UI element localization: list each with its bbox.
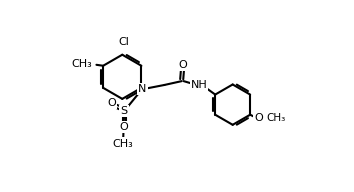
Text: N: N: [138, 84, 147, 94]
Text: Cl: Cl: [119, 37, 130, 47]
Text: CH₃: CH₃: [113, 138, 133, 149]
Text: O: O: [255, 113, 263, 123]
Text: NH: NH: [190, 80, 207, 90]
Text: O: O: [120, 122, 129, 132]
Text: O: O: [178, 60, 187, 70]
Text: S: S: [121, 106, 128, 116]
Text: O: O: [107, 98, 116, 108]
Text: CH₃: CH₃: [267, 113, 286, 123]
Text: CH₃: CH₃: [72, 59, 93, 69]
